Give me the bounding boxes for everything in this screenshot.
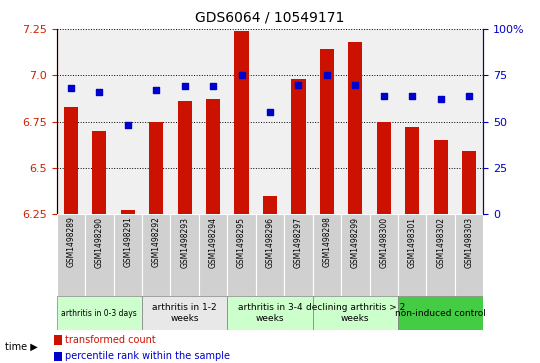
Bar xyxy=(348,42,362,214)
Text: time ▶: time ▶ xyxy=(5,342,38,352)
Point xyxy=(380,93,388,99)
Point xyxy=(66,85,75,91)
Text: GSM1498293: GSM1498293 xyxy=(180,217,189,268)
Bar xyxy=(57,296,142,330)
Bar xyxy=(92,131,106,214)
Text: transformed count: transformed count xyxy=(65,335,156,345)
Bar xyxy=(398,214,427,296)
Bar xyxy=(113,214,142,296)
Text: GSM1498303: GSM1498303 xyxy=(464,217,474,268)
Text: GSM1498299: GSM1498299 xyxy=(351,217,360,268)
Point xyxy=(180,83,189,89)
Text: GSM1498298: GSM1498298 xyxy=(322,217,332,268)
Bar xyxy=(284,214,313,296)
Point xyxy=(436,97,445,102)
Bar xyxy=(263,196,277,214)
Bar xyxy=(292,79,306,214)
Bar xyxy=(149,122,163,214)
Bar xyxy=(64,107,78,214)
Text: GDS6064 / 10549171: GDS6064 / 10549171 xyxy=(195,11,345,25)
Text: GSM1498290: GSM1498290 xyxy=(95,217,104,268)
Bar xyxy=(54,335,62,345)
Bar xyxy=(234,31,248,214)
Point xyxy=(266,110,274,115)
Point xyxy=(294,82,303,87)
Bar xyxy=(54,351,62,362)
Text: GSM1498302: GSM1498302 xyxy=(436,217,445,268)
Bar xyxy=(199,214,227,296)
Bar xyxy=(398,296,483,330)
Bar xyxy=(462,151,476,214)
Point xyxy=(95,89,104,95)
Text: GSM1498300: GSM1498300 xyxy=(379,217,388,268)
Text: GSM1498294: GSM1498294 xyxy=(208,217,218,268)
Bar xyxy=(256,214,284,296)
Text: GSM1498297: GSM1498297 xyxy=(294,217,303,268)
Bar xyxy=(434,140,448,214)
Text: GSM1498301: GSM1498301 xyxy=(408,217,417,268)
Bar xyxy=(341,214,369,296)
Point xyxy=(237,72,246,78)
Point xyxy=(465,93,474,99)
Point xyxy=(408,93,416,99)
Bar xyxy=(206,99,220,214)
Text: GSM1498291: GSM1498291 xyxy=(123,217,132,268)
Text: GSM1498289: GSM1498289 xyxy=(66,217,76,268)
Point xyxy=(322,72,331,78)
Bar xyxy=(227,214,256,296)
Point xyxy=(152,87,160,93)
Bar xyxy=(320,49,334,214)
Bar xyxy=(313,296,398,330)
Bar xyxy=(178,101,192,214)
Text: percentile rank within the sample: percentile rank within the sample xyxy=(65,351,230,362)
Bar xyxy=(369,214,398,296)
Bar xyxy=(142,214,171,296)
Bar xyxy=(142,296,227,330)
Text: declining arthritis > 2
weeks: declining arthritis > 2 weeks xyxy=(306,303,405,323)
Bar xyxy=(57,214,85,296)
Text: GSM1498295: GSM1498295 xyxy=(237,217,246,268)
Bar xyxy=(85,214,113,296)
Text: GSM1498296: GSM1498296 xyxy=(266,217,274,268)
Text: non-induced control: non-induced control xyxy=(395,309,486,318)
Bar xyxy=(455,214,483,296)
Point xyxy=(351,82,360,87)
Text: arthritis in 1-2
weeks: arthritis in 1-2 weeks xyxy=(152,303,217,323)
Text: GSM1498292: GSM1498292 xyxy=(152,217,161,268)
Bar xyxy=(171,214,199,296)
Point xyxy=(124,122,132,128)
Point xyxy=(209,83,218,89)
Text: arthritis in 0-3 days: arthritis in 0-3 days xyxy=(62,309,137,318)
Bar xyxy=(121,211,135,214)
Text: arthritis in 3-4
weeks: arthritis in 3-4 weeks xyxy=(238,303,302,323)
Bar xyxy=(405,127,420,214)
Bar xyxy=(377,122,391,214)
Bar xyxy=(313,214,341,296)
Bar xyxy=(227,296,313,330)
Bar xyxy=(427,214,455,296)
